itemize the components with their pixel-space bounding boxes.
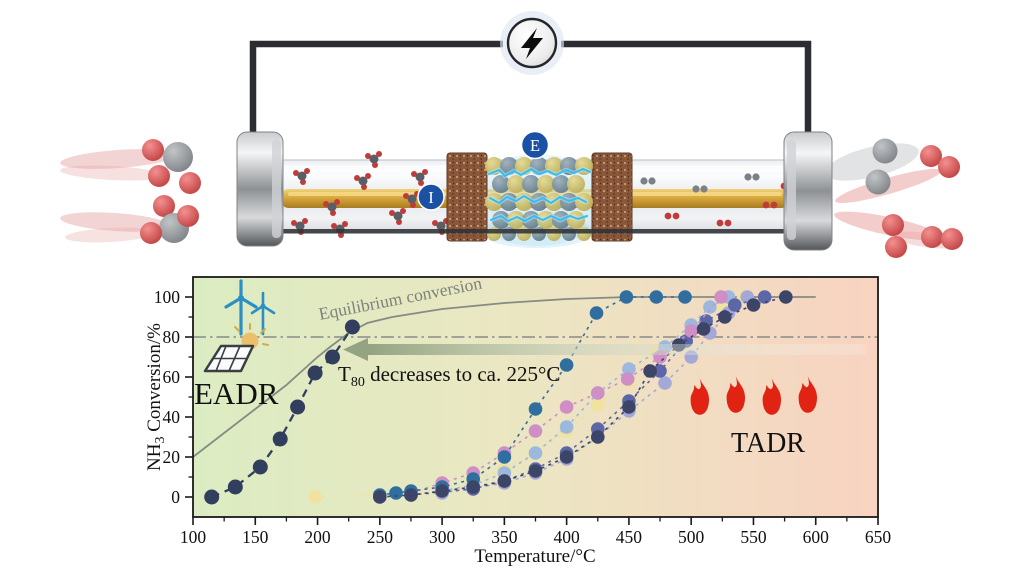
svg-text:0: 0	[171, 487, 180, 507]
n2-h2-molecule-icons	[865, 138, 963, 258]
svg-text:600: 600	[803, 527, 830, 547]
solar-panel-icon	[203, 323, 269, 373]
svg-text:550: 550	[740, 527, 767, 547]
porous-plug-left	[446, 152, 488, 242]
svg-text:400: 400	[554, 527, 581, 547]
series-eadr-navy	[204, 319, 360, 505]
svg-text:100: 100	[180, 527, 207, 547]
svg-text:350: 350	[491, 527, 518, 547]
electrode-label-I: I	[417, 183, 445, 211]
circuit-wires	[249, 40, 812, 147]
svg-text:I: I	[428, 188, 434, 207]
axis-tick-labels: 100 150 200 250 300 350 400 450 500 550 600 650 0 20 4…	[154, 287, 892, 547]
power-source-button	[500, 11, 564, 75]
y-axis-title: NH3 Conversion/%	[144, 323, 168, 471]
plasma-arcs	[486, 166, 593, 224]
svg-text:650: 650	[865, 527, 892, 547]
svg-text:E: E	[530, 136, 540, 155]
axis-ticks	[185, 296, 879, 525]
nh3-molecule-icon	[140, 139, 201, 244]
electrode-label-E: E	[520, 130, 550, 160]
wind-turbine-icon	[224, 279, 276, 336]
series-tadr-navy	[373, 290, 793, 504]
svg-text:20: 20	[163, 447, 181, 467]
tadr-label: TADR	[731, 428, 805, 459]
lightning-bolt-icon	[521, 28, 543, 59]
svg-text:40: 40	[163, 407, 181, 427]
eadr-label: EADR	[194, 376, 279, 411]
x-axis-title: Temperature/°C	[474, 546, 595, 567]
svg-text:200: 200	[304, 527, 331, 547]
svg-text:100: 100	[154, 287, 181, 307]
svg-text:150: 150	[242, 527, 269, 547]
svg-text:60: 60	[163, 367, 181, 387]
porous-plug-right	[591, 152, 633, 242]
svg-text:250: 250	[367, 527, 394, 547]
svg-text:450: 450	[616, 527, 643, 547]
t80-annotation: T80 decreases to ca. 225°C	[338, 362, 560, 390]
molecules-in-tube	[291, 151, 796, 238]
reactor-diagram: E I	[60, 11, 963, 258]
flange-left	[236, 131, 284, 247]
flange-right	[783, 131, 833, 251]
svg-text:500: 500	[678, 527, 705, 547]
t80-shift-arrow	[343, 338, 866, 361]
svg-text:80: 80	[163, 327, 181, 347]
conversion-chart: 100 150 200 250 300 350 400 450 500 550 600 650 0 20 4…	[144, 273, 891, 567]
svg-text:300: 300	[429, 527, 456, 547]
